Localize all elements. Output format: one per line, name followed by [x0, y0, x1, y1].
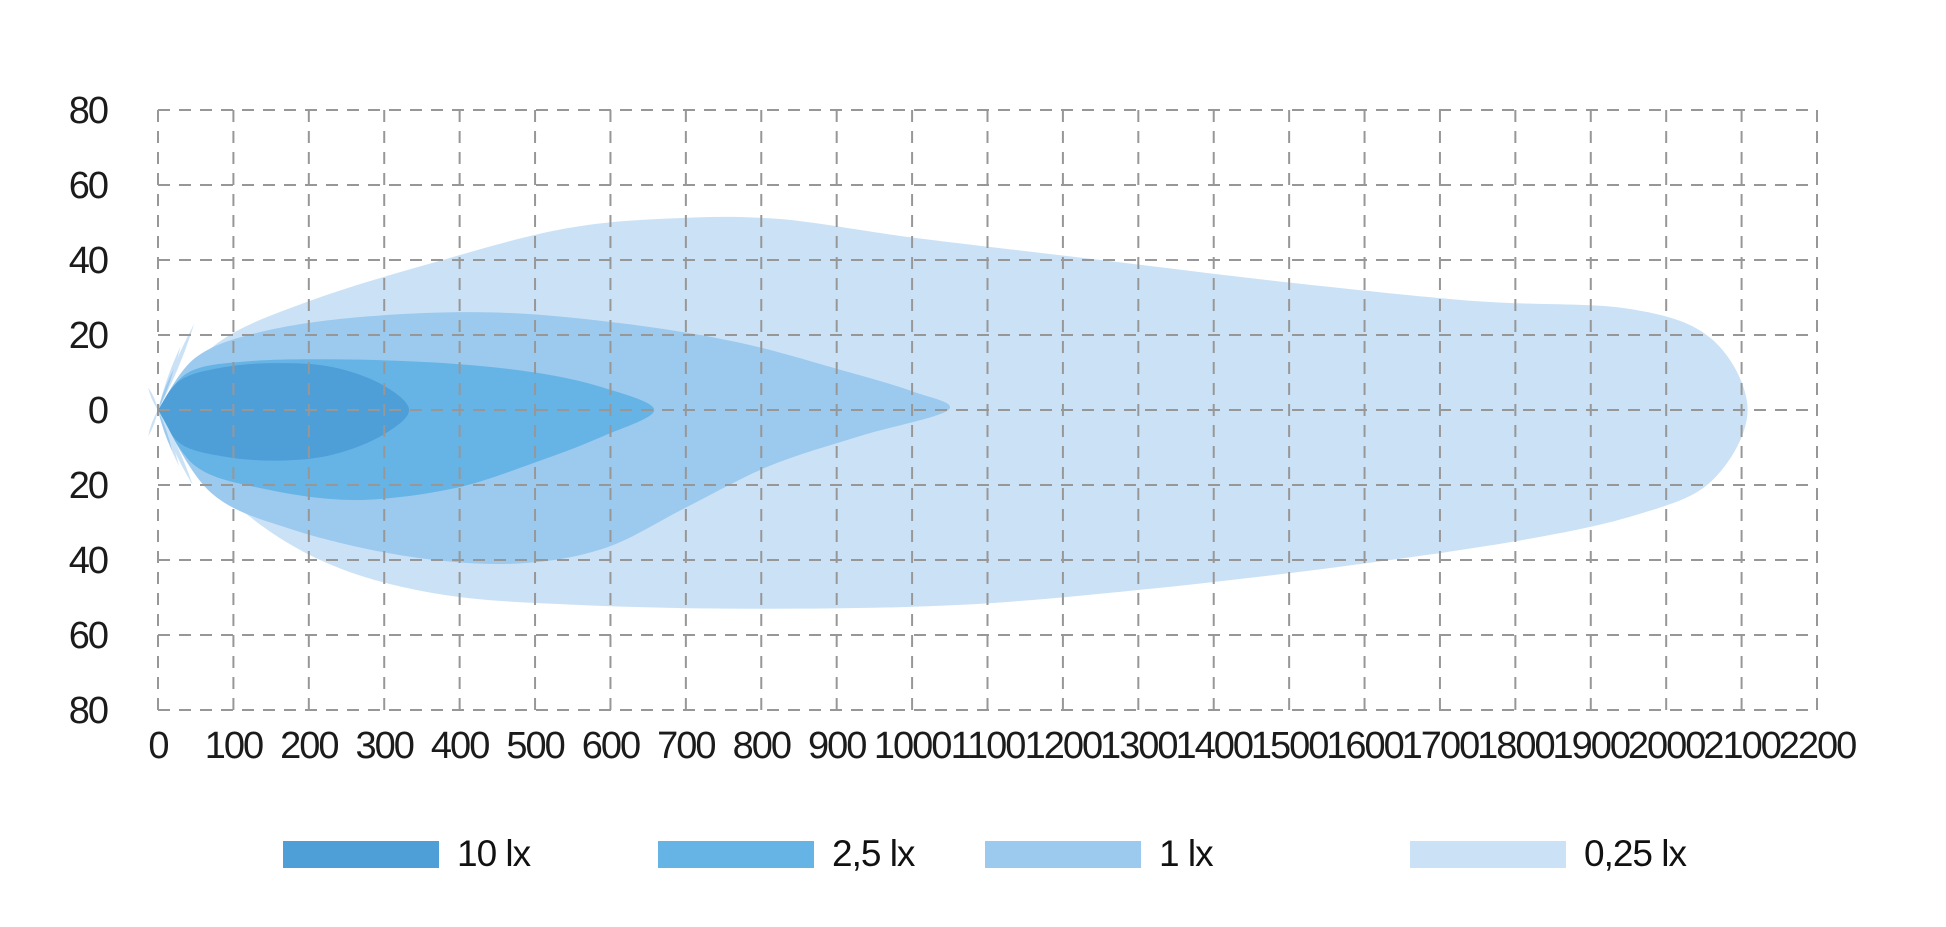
x-tick-label: 700 — [657, 725, 715, 767]
origin-ray — [148, 387, 158, 410]
y-tick-label: 40 — [69, 240, 108, 282]
x-tick-label: 500 — [506, 725, 564, 767]
x-tick-label: 400 — [431, 725, 489, 767]
x-tick-label: 200 — [280, 725, 338, 767]
x-tick-label: 1400 — [1175, 725, 1252, 767]
origin-ray — [158, 410, 173, 452]
y-tick-label: 80 — [69, 690, 108, 732]
x-tick-label: 1100 — [951, 725, 1026, 767]
x-tick-label: 1900 — [1552, 725, 1629, 767]
x-tick-label: 0 — [148, 725, 168, 767]
y-tick-label: 60 — [69, 615, 108, 657]
y-tick-label: 20 — [69, 315, 108, 357]
origin-ray — [158, 368, 174, 410]
x-tick-label: 1300 — [1100, 725, 1177, 767]
x-tick-label: 2200 — [1779, 725, 1856, 767]
x-tick-label: 1200 — [1025, 725, 1102, 767]
y-tick-label: 60 — [69, 165, 108, 207]
x-tick-label: 600 — [582, 725, 640, 767]
x-tick-label: 1600 — [1326, 725, 1403, 767]
x-tick-label: 2000 — [1628, 725, 1705, 767]
y-tick-label: 0 — [88, 390, 108, 432]
x-tick-label: 1700 — [1402, 725, 1479, 767]
x-tick-label: 900 — [808, 725, 866, 767]
contour-10-lx — [158, 363, 410, 461]
x-tick-label: 1500 — [1251, 725, 1328, 767]
origin-ray — [148, 410, 158, 437]
x-tick-label: 1000 — [874, 725, 951, 767]
x-tick-label: 800 — [733, 725, 791, 767]
y-tick-label: 80 — [69, 90, 108, 132]
y-tick-label: 20 — [69, 465, 108, 507]
x-tick-label: 300 — [356, 725, 414, 767]
x-tick-label: 100 — [205, 725, 263, 767]
x-tick-label: 1800 — [1477, 725, 1554, 767]
y-tick-label: 40 — [69, 540, 108, 582]
x-tick-label: 2100 — [1703, 725, 1780, 767]
